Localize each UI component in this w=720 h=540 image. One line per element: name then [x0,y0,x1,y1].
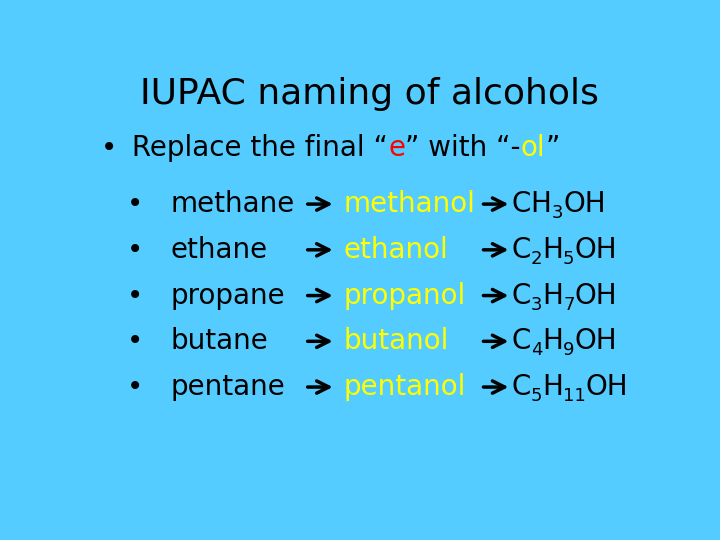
Text: ” with “-: ” with “- [405,134,521,162]
Text: Replace the final “: Replace the final “ [124,134,388,162]
Text: H: H [542,236,563,264]
Text: C: C [511,373,531,401]
Text: OH: OH [575,281,617,309]
Text: 7: 7 [563,296,575,314]
Text: pentanol: pentanol [344,373,467,401]
Text: C: C [511,327,531,355]
Text: •: • [127,281,143,309]
Text: OH: OH [575,327,617,355]
Text: 4: 4 [531,341,542,360]
Text: 3: 3 [531,296,542,314]
Text: ethane: ethane [171,236,268,264]
Text: H: H [531,190,552,218]
Text: IUPAC naming of alcohols: IUPAC naming of alcohols [140,77,598,111]
Text: ethanol: ethanol [344,236,449,264]
Text: propane: propane [171,281,286,309]
Text: •: • [101,134,117,162]
Text: H: H [542,327,563,355]
Text: 3: 3 [552,204,563,222]
Text: 11: 11 [563,387,586,405]
Text: H: H [542,373,563,401]
Text: •: • [127,327,143,355]
Text: •: • [127,236,143,264]
Text: e: e [388,134,405,162]
Text: 9: 9 [563,341,575,360]
Text: •: • [127,190,143,218]
Text: •: • [127,373,143,401]
Text: methane: methane [171,190,295,218]
Text: ”: ” [546,134,560,162]
Text: butanol: butanol [344,327,449,355]
Text: butane: butane [171,327,269,355]
Text: OH: OH [575,236,617,264]
Text: pentane: pentane [171,373,286,401]
Text: OH: OH [563,190,606,218]
Text: 5: 5 [531,387,542,405]
Text: propanol: propanol [344,281,466,309]
Text: ol: ol [521,134,546,162]
Text: C: C [511,281,531,309]
Text: C: C [511,236,531,264]
Text: C: C [511,190,531,218]
Text: OH: OH [586,373,629,401]
Text: 5: 5 [563,250,575,268]
Text: H: H [542,281,563,309]
Text: 2: 2 [531,250,542,268]
Text: methanol: methanol [344,190,476,218]
